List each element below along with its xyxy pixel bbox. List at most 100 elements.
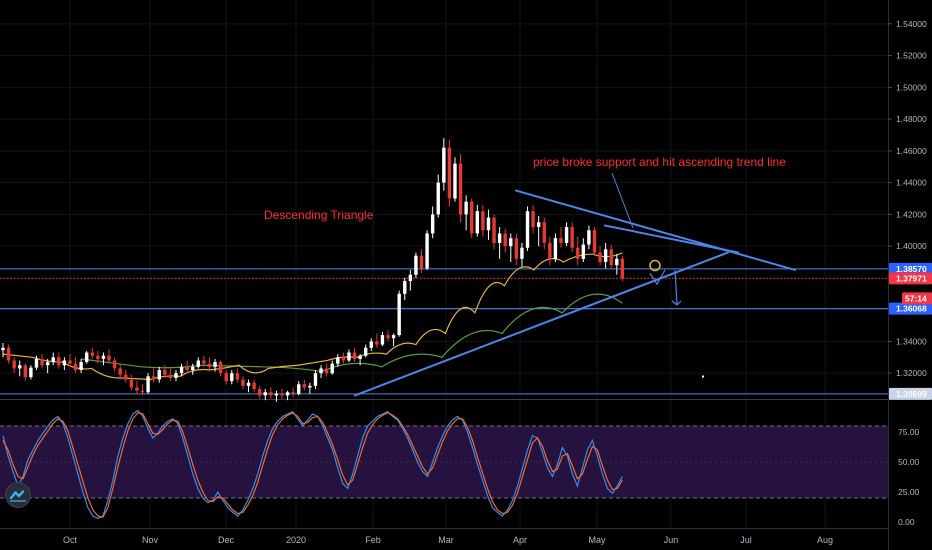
candle-105 <box>587 225 591 250</box>
candle-60 <box>336 354 340 367</box>
candle-87 <box>486 209 491 240</box>
candle-body-97 <box>542 222 546 243</box>
candle-body-5 <box>29 367 33 378</box>
candle-body-106 <box>592 230 597 253</box>
ma-50-line <box>2 252 623 381</box>
level-tag-text-1: 1.37971 <box>896 273 927 283</box>
candle-body-103 <box>576 247 580 259</box>
trendlines[interactable] <box>354 172 796 397</box>
candle-body-14 <box>79 362 83 371</box>
candle-25 <box>140 384 145 396</box>
candle-6 <box>34 355 39 371</box>
candle-body-81 <box>453 163 457 199</box>
candle-104 <box>581 238 586 263</box>
candle-18 <box>101 352 106 366</box>
candle-38 <box>213 358 217 372</box>
candle-21 <box>118 363 122 378</box>
candle-5 <box>29 365 33 380</box>
candle-body-23 <box>129 379 134 388</box>
price-axis[interactable]: 1.54000 1.52000 1.50000 1.48000 1.46000 1.440… <box>888 19 932 527</box>
candle-body-28 <box>157 370 161 380</box>
candle-body-29 <box>163 370 167 375</box>
candle-body-48 <box>269 392 273 396</box>
candle-body-72 <box>403 281 407 294</box>
candle-body-32 <box>179 366 184 374</box>
candle-58 <box>324 363 329 377</box>
candle-64 <box>358 354 362 366</box>
candle-26 <box>146 373 150 394</box>
candle-body-68 <box>380 335 385 345</box>
time-axis[interactable]: Oct Nov Dec 2020 Feb Mar Apr May Jun Jul Aug <box>0 528 888 546</box>
candle-92 <box>514 233 519 266</box>
candle-body-82 <box>458 163 463 215</box>
tradingview-logo-icon[interactable] <box>5 482 31 508</box>
candle-23 <box>129 374 134 391</box>
candle-body-42 <box>235 373 240 380</box>
stoch-band <box>0 426 888 498</box>
candle-body-40 <box>224 373 228 382</box>
candle-body-108 <box>603 249 608 263</box>
candle-body-24 <box>135 387 139 391</box>
candle-body-57 <box>319 368 323 374</box>
level-tag-text-2: 1.36068 <box>896 304 927 314</box>
candle-body-64 <box>358 355 362 359</box>
candle-71 <box>397 290 401 337</box>
candle-15 <box>85 350 89 364</box>
xtick-label-4: Feb <box>365 535 381 545</box>
candle-7 <box>40 354 44 369</box>
candle-body-22 <box>124 374 128 380</box>
candle-103 <box>576 236 580 266</box>
level-tag-text-0: 1.38570 <box>896 264 927 274</box>
candle-65 <box>364 344 368 358</box>
trendline-ascending-support <box>354 251 729 397</box>
candle-67 <box>375 333 379 348</box>
candle-8 <box>45 358 50 374</box>
candle-body-12 <box>68 360 72 364</box>
ytick-label-10: 1.34000 <box>896 336 927 346</box>
candle-body-91 <box>509 238 513 247</box>
candle-body-75 <box>419 255 424 269</box>
candle-body-110 <box>615 258 619 266</box>
candle-2 <box>12 357 16 374</box>
candle-63 <box>352 347 357 363</box>
candle-body-89 <box>497 233 502 243</box>
candle-50 <box>280 389 284 399</box>
candle-73 <box>408 269 413 291</box>
candle-78 <box>436 174 440 218</box>
candle-62 <box>347 349 351 363</box>
candle-body-18 <box>101 355 106 359</box>
xtick-label-2: Dec <box>218 535 235 545</box>
stoch-ytick-label-3: 0.00 <box>898 517 915 527</box>
candle-body-49 <box>274 393 279 396</box>
candle-body-59 <box>330 363 334 374</box>
level-tag-0: 1.38570 <box>889 262 932 275</box>
xtick-label-7: May <box>588 535 606 545</box>
candle-66 <box>369 338 373 351</box>
candle-body-105 <box>587 230 591 245</box>
candle-body-51 <box>285 392 290 396</box>
annotation-pointer <box>611 172 634 229</box>
ytick-label-1: 1.52000 <box>896 51 927 61</box>
horizontal-levels[interactable] <box>0 268 888 395</box>
ytick-label-6: 1.42000 <box>896 209 927 219</box>
stoch-ytick-label-0: 75.00 <box>898 427 920 437</box>
ytick-label-3: 1.48000 <box>896 114 927 124</box>
candle-51 <box>285 390 290 401</box>
candle-body-7 <box>40 358 44 366</box>
candle-body-58 <box>324 368 329 374</box>
candle-61 <box>341 352 346 364</box>
candle-46 <box>257 385 262 399</box>
ytick-label-7: 1.40000 <box>896 241 927 251</box>
candle-106 <box>592 227 597 256</box>
candle-body-47 <box>263 392 267 396</box>
ytick-label-5: 1.44000 <box>896 178 927 188</box>
candle-body-41 <box>230 373 234 382</box>
candle-35 <box>196 357 200 369</box>
candle-body-45 <box>252 382 256 390</box>
candle-body-73 <box>408 274 413 282</box>
candle-74 <box>414 252 418 278</box>
candle-body-6 <box>34 358 39 368</box>
candle-80 <box>447 139 452 207</box>
candle-body-111 <box>620 258 625 279</box>
